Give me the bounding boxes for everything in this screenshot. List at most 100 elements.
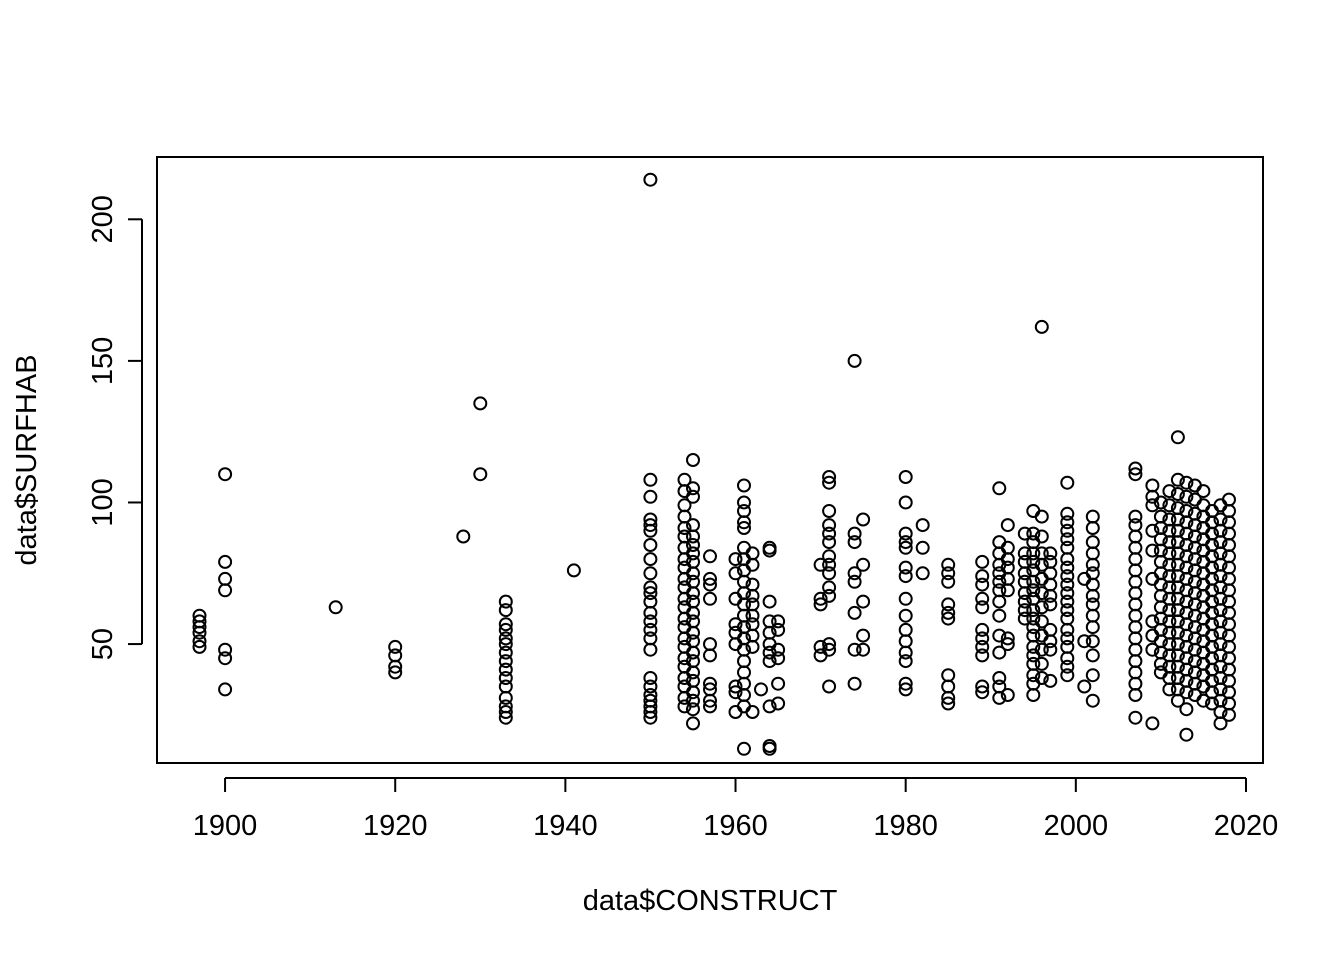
data-point <box>686 566 700 581</box>
data-point <box>643 705 658 719</box>
data-point <box>1128 552 1143 567</box>
data-point <box>728 637 743 652</box>
x-tick-label: 1900 <box>193 810 258 842</box>
data-point <box>677 620 692 635</box>
data-point <box>1085 608 1100 623</box>
data-point <box>898 608 913 623</box>
data-point <box>1196 498 1211 513</box>
data-point <box>218 642 233 657</box>
data-point <box>1145 628 1160 643</box>
data-point <box>1026 526 1041 541</box>
data-point <box>1060 651 1075 666</box>
data-point <box>1085 597 1100 612</box>
data-point <box>686 538 700 552</box>
data-point <box>992 594 1007 609</box>
data-point <box>745 705 760 719</box>
data-point <box>1128 710 1143 725</box>
data-point <box>1060 475 1075 490</box>
data-point <box>856 642 871 657</box>
data-point <box>745 588 760 603</box>
data-point <box>898 634 913 649</box>
data-point <box>643 489 658 504</box>
data-point <box>643 518 658 533</box>
data-point <box>498 617 513 632</box>
x-tick-label: 1960 <box>703 810 768 842</box>
data-point <box>1145 614 1160 629</box>
data-point <box>686 453 700 467</box>
data-point <box>822 557 837 572</box>
data-point <box>728 617 743 632</box>
data-point <box>822 526 837 541</box>
data-point <box>388 665 403 680</box>
data-point <box>728 679 743 694</box>
data-point <box>498 594 513 609</box>
data-point <box>975 685 990 700</box>
data-point <box>1026 611 1041 626</box>
data-point <box>1017 611 1032 626</box>
data-point <box>1034 642 1049 657</box>
data-point <box>1017 603 1032 618</box>
data-point <box>975 648 990 663</box>
data-point <box>898 682 913 697</box>
data-point <box>1085 634 1100 649</box>
data-point <box>822 637 837 652</box>
data-point <box>975 577 990 592</box>
data-point <box>941 696 956 711</box>
data-point <box>898 540 913 555</box>
data-point <box>686 625 700 640</box>
data-point <box>1000 631 1015 646</box>
data-point <box>498 710 513 725</box>
data-point <box>737 521 751 535</box>
data-point <box>643 679 658 694</box>
data-point <box>915 566 930 581</box>
data-point <box>847 676 862 691</box>
data-point <box>728 566 743 581</box>
data-point <box>1034 628 1049 643</box>
data-point <box>1043 597 1058 612</box>
data-point <box>1128 518 1143 533</box>
data-point <box>566 563 581 578</box>
data-point <box>737 665 751 680</box>
data-point <box>498 637 513 652</box>
data-point <box>992 574 1007 589</box>
data-point <box>643 614 658 629</box>
data-point <box>703 637 717 652</box>
data-point <box>941 605 956 620</box>
data-point <box>1196 693 1211 708</box>
data-point <box>1128 540 1143 555</box>
data-point <box>643 710 658 725</box>
data-point <box>1128 563 1143 578</box>
data-point <box>1179 685 1194 700</box>
data-point <box>1222 504 1236 518</box>
data-point <box>686 645 700 660</box>
x-tick-label: 2020 <box>1214 810 1279 842</box>
data-point <box>1026 554 1041 569</box>
data-point <box>1043 673 1058 688</box>
data-point <box>728 552 743 567</box>
data-point <box>1128 631 1143 646</box>
data-point <box>745 639 760 654</box>
data-point <box>737 699 751 714</box>
data-point <box>1026 546 1041 561</box>
data-point <box>1017 594 1032 609</box>
data-point <box>686 665 700 680</box>
data-point <box>643 671 658 685</box>
data-point <box>1145 716 1160 731</box>
data-point <box>992 628 1007 643</box>
data-point <box>643 642 658 657</box>
data-point <box>728 625 743 640</box>
data-point <box>1179 475 1194 490</box>
data-point <box>737 478 751 493</box>
data-point <box>754 682 768 697</box>
data-point <box>1060 611 1075 626</box>
data-point <box>1060 532 1075 547</box>
data-point <box>1043 566 1058 581</box>
data-point <box>1162 498 1177 513</box>
data-point <box>677 659 692 674</box>
data-point <box>898 622 913 637</box>
data-point <box>992 535 1007 550</box>
data-point <box>677 580 692 595</box>
data-point <box>1060 523 1075 538</box>
data-point <box>1026 603 1041 618</box>
